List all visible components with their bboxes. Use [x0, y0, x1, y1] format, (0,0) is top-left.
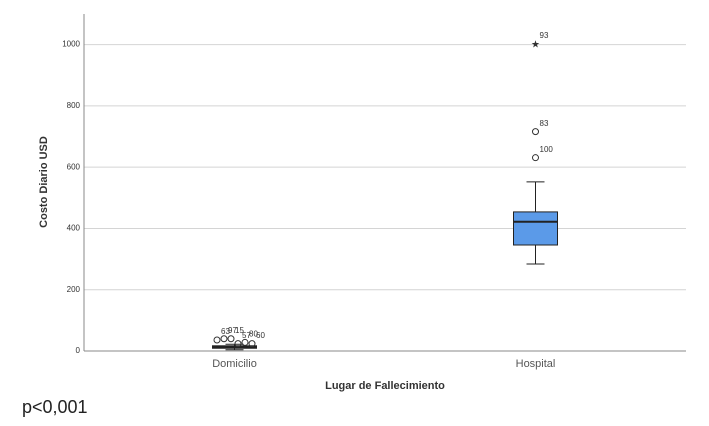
case-label: 93	[540, 31, 549, 40]
case-label: 80	[249, 330, 258, 339]
case-label: 60	[256, 331, 265, 340]
case-label: 100	[540, 145, 554, 154]
outlier	[213, 336, 221, 344]
outlier	[248, 340, 256, 348]
case-label: 63	[221, 327, 230, 336]
extreme-marker: ★	[531, 39, 540, 50]
box	[513, 211, 558, 246]
y-tick-label: 200	[67, 285, 81, 294]
outlier	[532, 128, 539, 136]
footnote: p<0,001	[22, 397, 88, 417]
outlier	[241, 338, 249, 346]
y-axis-label: Costo Diario USD	[38, 136, 50, 228]
case-label: 97	[228, 326, 237, 335]
case-label: 83	[540, 119, 549, 128]
y-tick-label: 600	[67, 162, 81, 171]
y-tick-label: 400	[67, 224, 81, 233]
case-label: 57	[242, 331, 251, 340]
outlier	[234, 340, 242, 348]
y-tick-label: 0	[76, 346, 81, 355]
x-tick-label: Domicilio	[212, 358, 257, 370]
outlier	[220, 335, 228, 343]
outlier	[532, 154, 539, 162]
y-tick-label: 1000	[62, 40, 80, 49]
x-tick-label: Hospital	[516, 358, 556, 370]
y-tick-label: 800	[67, 101, 81, 110]
x-axis-label: Lugar de Fallecimiento	[325, 380, 445, 392]
case-label: 15	[235, 326, 244, 335]
outlier	[227, 335, 235, 343]
